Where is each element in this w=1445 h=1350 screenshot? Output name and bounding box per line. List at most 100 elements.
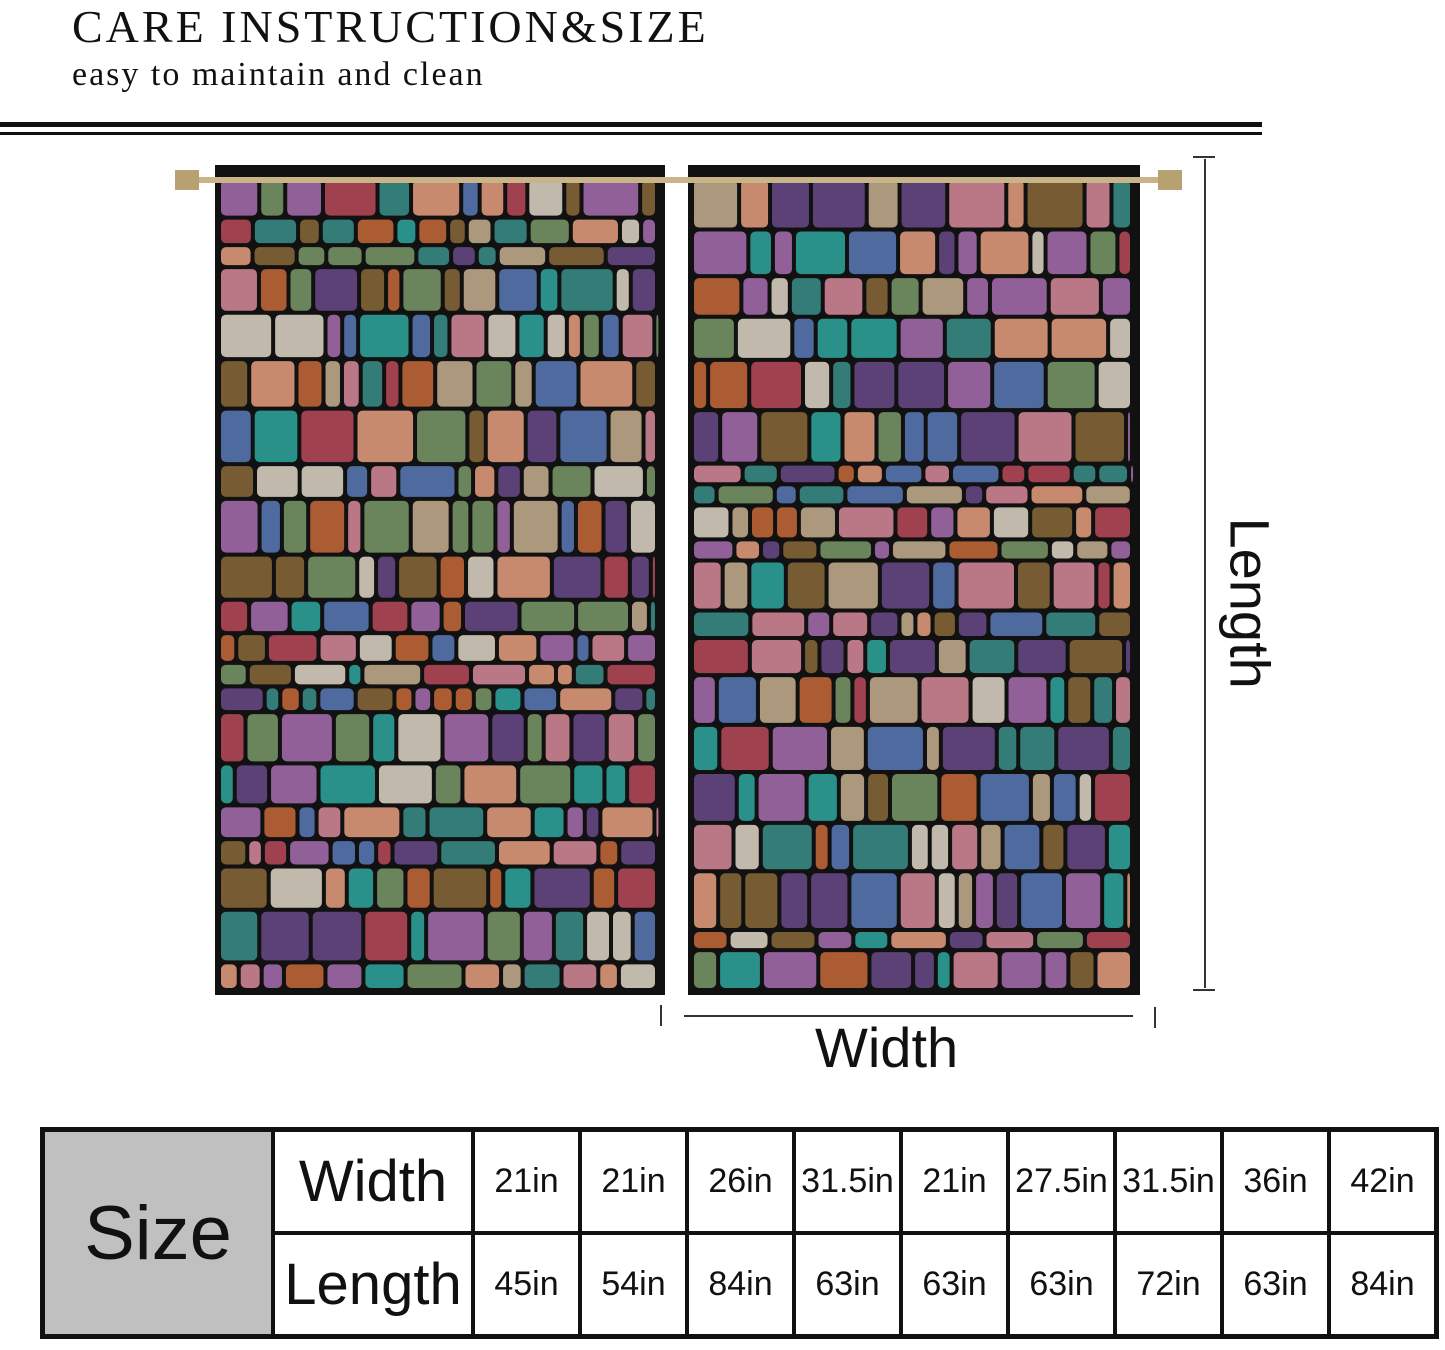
glass-piece [847,640,864,674]
glass-piece [298,361,322,407]
glass-piece [344,314,357,358]
glass-piece [694,952,717,988]
glass-piece [411,601,440,632]
size-table: Size Width 21in 21in 26in 31.5in 21in 27… [40,1127,1439,1339]
glass-piece [1050,278,1099,315]
glass-piece [1032,231,1044,275]
glass-piece [1001,541,1048,559]
glass-piece [298,247,325,266]
glass-piece [360,314,409,358]
glass-piece [838,507,894,538]
glass-piece [891,931,946,949]
glass-piece [468,556,494,598]
glass-piece [942,726,995,770]
glass-piece [1002,465,1025,483]
table-row: Length 45in 54in 84in 63in 63in 63in 72i… [43,1231,1439,1339]
glass-piece [952,824,978,870]
glass-piece [600,964,617,988]
glass-piece [986,486,1028,504]
glass-piece [721,726,769,770]
glass-piece [990,612,1043,637]
glass-piece [575,664,604,685]
glass-piece [403,807,426,838]
glass-piece [580,361,633,407]
glass-piece [358,841,375,865]
glass-piece [465,601,518,632]
glass-piece [347,466,368,497]
glass-piece [1116,677,1130,723]
glass-piece [866,278,888,315]
glass-piece [270,868,322,908]
glass-piece [953,952,998,988]
glass-piece [787,562,825,609]
glass-piece [1020,726,1055,770]
glass-piece [821,640,844,674]
glass-piece [980,231,1029,275]
glass-piece [795,231,845,275]
glass-piece [394,841,438,865]
glass-piece [694,677,715,723]
glass-piece [885,465,922,483]
glass-piece [1086,486,1130,504]
length-label: Length [1218,517,1282,689]
glass-piece [762,824,812,870]
curtain-rod [175,177,1180,183]
glass-piece [869,677,918,723]
glass-piece [257,466,298,497]
glass-piece [529,664,555,685]
glass-piece [413,180,460,216]
glass-piece [494,219,527,244]
page-title: CARE INSTRUCTION&SIZE [72,1,709,52]
length-cell: 63in [899,1231,1010,1339]
glass-piece [515,361,532,407]
glass-piece [771,931,815,949]
glass-piece [818,931,852,949]
glass-piece [991,278,1047,315]
glass-piece [848,231,897,275]
glass-piece [254,247,295,266]
glass-piece [694,873,717,928]
glass-piece [1127,412,1130,462]
glass-piece [986,931,1034,949]
glass-piece [610,410,642,463]
glass-piece [281,714,332,762]
glass-piece [1068,677,1091,723]
glass-piece [379,180,410,216]
glass-piece [868,773,888,821]
glass-piece [407,964,462,988]
glass-piece [736,541,760,559]
glass-piece [605,500,627,553]
glass-piece [266,688,279,711]
glass-piece [1027,180,1083,228]
glass-piece [629,765,655,804]
glass-piece [1046,612,1096,637]
glass-piece [1053,562,1095,609]
glass-piece [521,601,575,632]
glass-piece [1069,640,1123,674]
glass-piece [407,868,430,908]
curtain-diagram [175,156,1215,1028]
glass-piece [524,964,560,988]
glass-piece [221,247,251,266]
glass-piece [540,635,574,661]
glass-piece [254,219,297,244]
glass-piece [221,911,258,961]
glass-piece [694,773,735,821]
glass-piece [710,361,748,409]
glass-piece [221,841,246,865]
row-label-length: Length [271,1231,475,1339]
glass-piece [412,500,449,553]
glass-piece [261,500,280,553]
rod-finial-left [175,170,199,190]
glass-piece [327,314,341,358]
glass-piece [1131,465,1134,483]
glass-piece [236,765,268,804]
glass-piece [867,640,886,674]
glass-piece [820,541,871,559]
glass-piece [282,688,299,711]
glass-piece [418,247,450,266]
glass-piece [535,361,577,407]
glass-piece [1113,180,1130,228]
glass-piece [362,361,383,407]
glass-piece [487,807,531,838]
